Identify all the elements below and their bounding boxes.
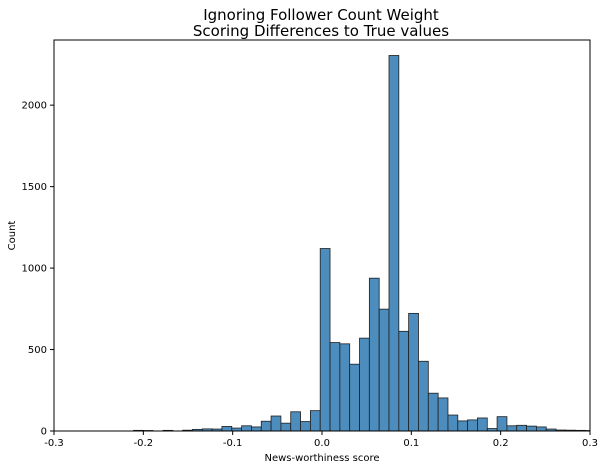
y-axis-label: Count — [7, 221, 18, 251]
histogram-bar — [437, 397, 449, 432]
y-tick-label: 500 — [28, 345, 47, 356]
y-tick-label: 0 — [41, 427, 47, 438]
y-tick-label: 2000 — [22, 101, 47, 112]
histogram-bar — [319, 248, 331, 432]
histogram-bar — [457, 420, 469, 432]
histogram-bars — [133, 55, 591, 432]
x-tick-label: 0.2 — [493, 438, 509, 449]
plot-area-frame — [53, 39, 591, 432]
histogram-bar — [496, 416, 508, 432]
histogram-bar — [388, 55, 400, 432]
x-tick-label: 0.3 — [582, 438, 598, 449]
x-tick-label: -0.2 — [134, 438, 154, 449]
histogram-bar — [241, 425, 252, 432]
histogram-bar — [467, 419, 478, 432]
histogram-bar — [221, 426, 233, 432]
histogram-bar — [398, 330, 410, 432]
histogram-bar — [329, 342, 341, 432]
histogram-bar — [418, 360, 429, 432]
histogram-bar — [526, 425, 537, 432]
y-tick-label: 1500 — [22, 182, 47, 193]
histogram-bar — [447, 414, 459, 432]
histogram-bar — [408, 312, 419, 432]
x-axis-label: News-worthiness score — [264, 453, 379, 464]
y-axis: 0 500 1000 1500 2000 — [22, 101, 54, 438]
histogram-bar — [339, 343, 351, 432]
histogram-bar — [477, 417, 488, 432]
histogram-bar — [516, 424, 527, 432]
histogram-bar — [309, 410, 321, 432]
x-tick-label: 0.0 — [314, 438, 330, 449]
histogram-bar — [349, 363, 360, 432]
histogram-bar — [506, 425, 518, 432]
x-tick-label: 0.1 — [403, 438, 419, 449]
histogram-bar — [359, 337, 370, 432]
histogram-bar — [280, 422, 292, 432]
x-tick-label: -0.1 — [223, 438, 243, 449]
histogram-bar — [378, 308, 390, 432]
x-axis: -0.3 -0.2 -0.1 0.0 0.1 0.2 0.3 — [44, 431, 598, 449]
histogram-bar — [300, 421, 311, 432]
chart-title: Ignoring Follower Count Weight Scoring D… — [193, 6, 449, 40]
histogram-bar — [260, 420, 272, 432]
chart-title-line-2: Scoring Differences to True values — [193, 22, 449, 40]
x-tick-label: -0.3 — [44, 438, 64, 449]
chart-title-line-1: Ignoring Follower Count Weight — [203, 6, 439, 24]
histogram-bar — [270, 415, 282, 432]
histogram-bar — [290, 411, 301, 432]
y-tick-label: 1000 — [22, 264, 47, 275]
histogram-bar — [536, 426, 547, 432]
histogram-bar — [251, 426, 262, 432]
histogram-bar — [427, 392, 439, 432]
histogram-bar — [368, 277, 380, 432]
